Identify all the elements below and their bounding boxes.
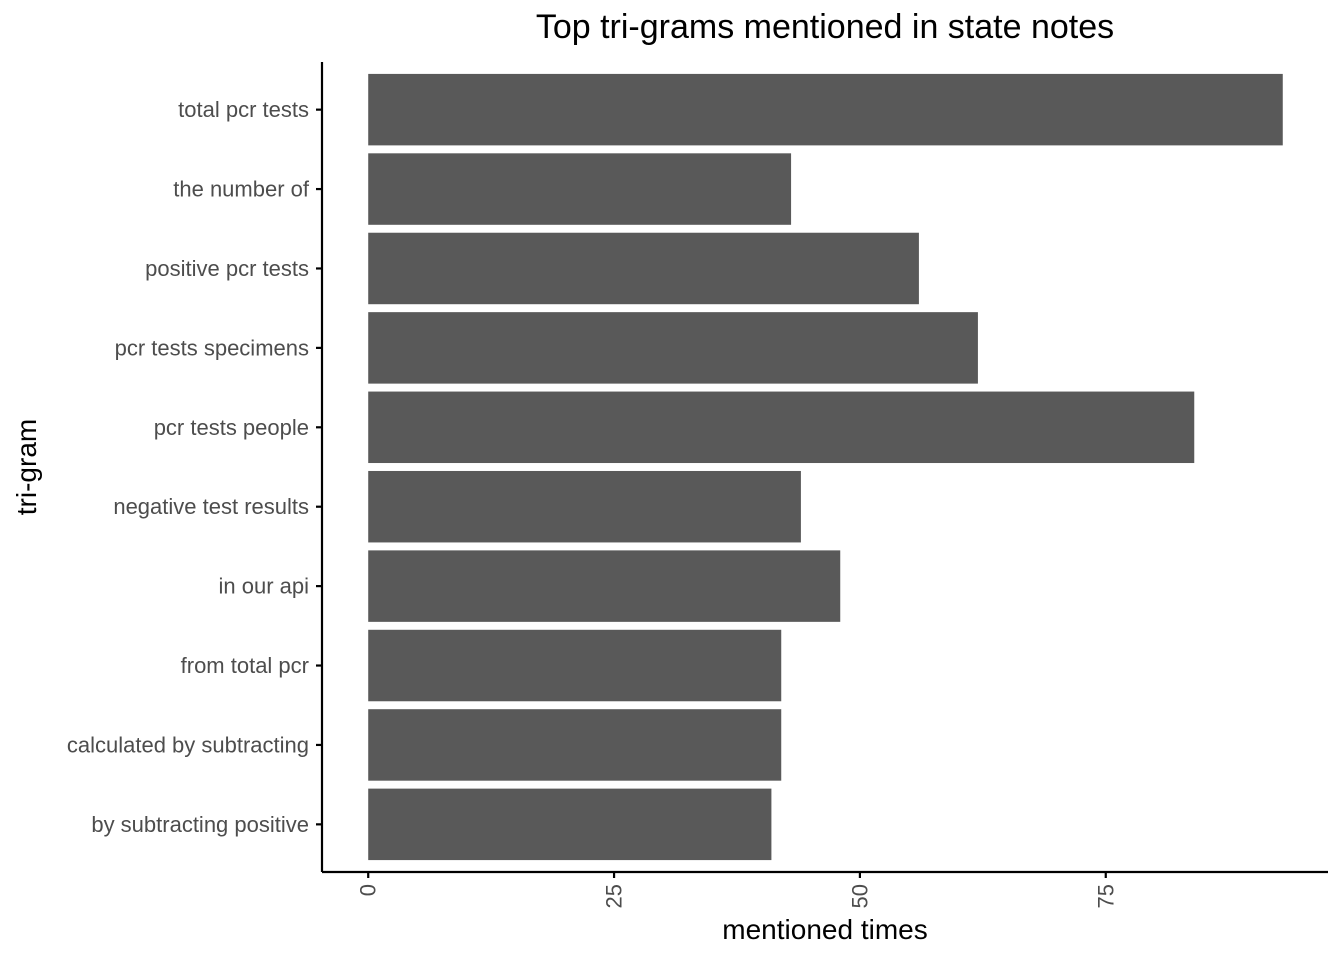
y-axis: total pcr tests the number of positive pcr… xyxy=(67,62,324,872)
bar xyxy=(368,470,801,543)
y-tick-label: by subtracting positive xyxy=(91,812,309,837)
chart-title: Top tri-grams mentioned in state notes xyxy=(536,8,1114,46)
y-tick-label: pcr tests specimens xyxy=(115,335,309,360)
bars-group xyxy=(368,73,1283,861)
y-tick-label: from total pcr xyxy=(181,653,309,678)
x-axis-title: mentioned times xyxy=(722,914,927,945)
x-tick-label: 0 xyxy=(356,884,381,896)
y-tick-label: positive pcr tests xyxy=(145,256,309,281)
bar xyxy=(368,391,1195,464)
y-tick-label: in our api xyxy=(218,574,309,599)
y-tick-label: calculated by subtracting xyxy=(67,732,309,757)
y-tick-label: pcr tests people xyxy=(154,415,309,440)
bar xyxy=(368,312,978,384)
bar xyxy=(368,232,919,305)
bar xyxy=(368,73,1283,146)
y-tick-label: the number of xyxy=(173,177,310,202)
x-tick-label: 75 xyxy=(1093,884,1118,908)
bar xyxy=(368,788,772,861)
bar xyxy=(368,629,782,702)
x-axis: 0 25 50 75 xyxy=(322,870,1328,908)
x-tick-label: 50 xyxy=(847,884,872,908)
y-tick-label: total pcr tests xyxy=(178,97,309,122)
bar xyxy=(368,153,792,225)
y-axis-title: tri-gram xyxy=(11,419,42,515)
y-tick-label: negative test results xyxy=(113,494,309,519)
x-tick-label: 25 xyxy=(602,884,627,908)
bar xyxy=(368,709,782,781)
bar xyxy=(368,550,841,622)
